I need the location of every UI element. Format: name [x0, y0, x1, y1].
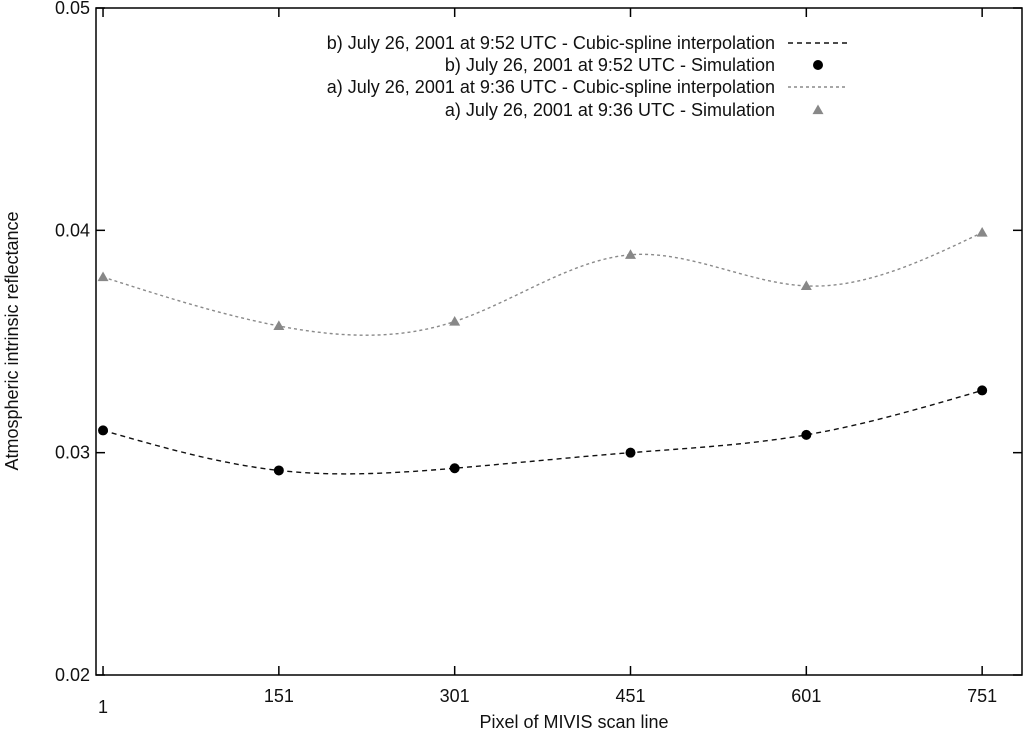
series-layer — [97, 227, 988, 476]
plot-frame — [95, 7, 1023, 676]
x-tick-label: 151 — [264, 686, 294, 706]
plot-border — [95, 7, 1023, 676]
x-tick-label: 451 — [615, 686, 645, 706]
data-point-3 — [449, 315, 461, 326]
x-tick-label: 601 — [791, 686, 821, 706]
data-point-1 — [801, 429, 812, 440]
y-tick-label: 0.02 — [55, 665, 90, 685]
x-tick-label: 1 — [98, 697, 108, 717]
series-line-2 — [102, 231, 983, 336]
legend-label-1: b) July 26, 2001 at 9:52 UTC - Simulatio… — [445, 55, 775, 75]
data-point-1 — [977, 385, 988, 396]
legend-label-0: b) July 26, 2001 at 9:52 UTC - Cubic-spl… — [327, 33, 775, 53]
y-axis-ticks: 0.02 0.03 0.04 0.05 — [55, 0, 1022, 685]
data-point-1 — [625, 447, 636, 458]
legend-marker-1 — [813, 60, 823, 70]
series-line-0 — [102, 389, 983, 475]
data-point-3 — [976, 227, 988, 237]
legend-label-3: a) July 26, 2001 at 9:36 UTC - Simulatio… — [445, 100, 775, 120]
y-axis-label: Atmospheric intrinsic reflectance — [2, 211, 22, 470]
y-tick-label: 0.04 — [55, 220, 90, 240]
legend-label-2: a) July 26, 2001 at 9:36 UTC - Cubic-spl… — [327, 77, 775, 97]
data-point-1 — [98, 425, 109, 436]
x-tick-label: 301 — [440, 686, 470, 706]
data-point-1 — [449, 463, 460, 474]
x-axis-ticks: 1 151 301 451 601 751 — [98, 8, 997, 717]
y-tick-label: 0.03 — [55, 443, 90, 463]
data-point-1 — [273, 465, 284, 476]
y-tick-label: 0.05 — [55, 0, 90, 18]
x-tick-label: 751 — [967, 686, 997, 706]
data-point-3 — [273, 320, 285, 331]
data-point-3 — [97, 271, 109, 282]
legend: b) July 26, 2001 at 9:52 UTC - Cubic-spl… — [327, 33, 848, 120]
legend-marker-3 — [812, 104, 824, 115]
data-point-3 — [800, 280, 812, 291]
x-axis-label: Pixel of MIVIS scan line — [479, 712, 668, 732]
data-point-3 — [625, 249, 637, 259]
